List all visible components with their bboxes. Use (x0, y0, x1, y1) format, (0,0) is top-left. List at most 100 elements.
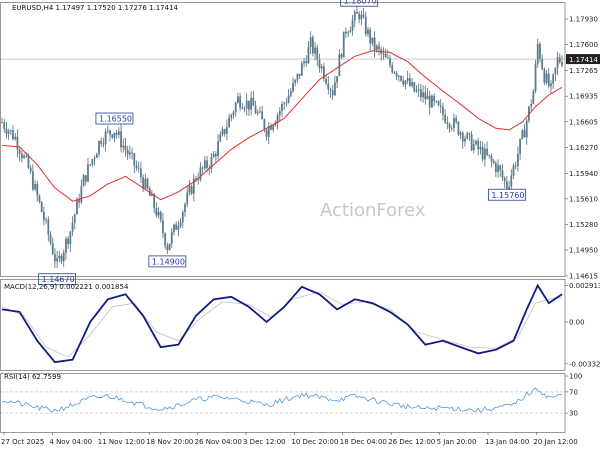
candle (38, 194, 41, 204)
candle (139, 161, 142, 183)
current-price-box (566, 54, 600, 65)
candle (234, 101, 237, 117)
candle (261, 105, 264, 120)
svg-text:1.15760: 1.15760 (491, 191, 524, 200)
candle (320, 63, 323, 74)
candle (82, 173, 85, 187)
x-tick-label: 26 Dec 12:00 (388, 438, 435, 446)
candle (188, 179, 191, 196)
candle (455, 115, 458, 125)
candle (239, 92, 242, 112)
candle (84, 174, 87, 186)
price-annotation: 1.15760 (487, 188, 526, 201)
price-annotation: 1.18070 (340, 0, 379, 7)
candle (217, 134, 219, 160)
candle (353, 9, 356, 28)
candle (3, 118, 6, 133)
price-tick-label: 1.16605 (569, 118, 598, 126)
candle (225, 119, 228, 141)
candle (228, 113, 230, 128)
candle (40, 201, 43, 213)
current-price-label: 1.17414 (569, 56, 598, 64)
candle (135, 160, 138, 171)
rsi-pane-frame (0, 373, 566, 433)
candle (356, 6, 358, 14)
candle (539, 42, 541, 62)
candle (69, 230, 72, 252)
candle (411, 78, 413, 88)
candle (20, 150, 23, 163)
price-tick-label: 1.17930 (569, 16, 598, 24)
symbol-info: EURUSD,H4 1.17497 1.17520 1.17276 1.1741… (12, 4, 179, 12)
candle (459, 130, 462, 140)
candle (318, 53, 321, 73)
candle (492, 158, 495, 165)
candle (166, 242, 169, 254)
candle (450, 125, 453, 132)
candle (144, 173, 147, 190)
candle (98, 140, 100, 158)
candle (554, 67, 557, 82)
candle (122, 138, 125, 153)
candle (532, 89, 535, 105)
candle (177, 220, 180, 237)
rsi-line (1, 387, 563, 413)
candle (481, 141, 484, 162)
candle (404, 80, 407, 90)
price-tick-label: 1.15940 (569, 170, 598, 178)
macd-signal-line (1, 291, 562, 358)
candle (208, 164, 211, 176)
candle (31, 164, 34, 192)
candle (80, 179, 83, 205)
candle (389, 54, 391, 68)
candle (336, 76, 339, 89)
candle (78, 193, 81, 208)
x-tick-label: 4 Nov 04:00 (49, 438, 92, 446)
candle (195, 175, 197, 183)
candle (190, 184, 193, 195)
candle (406, 70, 409, 84)
x-tick-label: 27 Oct 2025 (1, 438, 44, 446)
x-tick-label: 26 Nov 04:00 (195, 438, 242, 446)
candle (186, 185, 189, 208)
candle (56, 251, 59, 269)
candle (525, 118, 528, 145)
candle (444, 109, 447, 124)
candle (466, 131, 469, 140)
candle (558, 53, 561, 64)
candle (192, 173, 195, 202)
x-tick-label: 20 Jan 12:00 (533, 438, 577, 446)
candle (124, 137, 127, 157)
candle (437, 100, 440, 107)
candle (552, 73, 555, 90)
candle (541, 54, 544, 71)
candle (530, 99, 533, 111)
candle (534, 59, 537, 94)
candle (16, 129, 19, 158)
candle (91, 158, 94, 168)
candle (417, 83, 420, 98)
candle (184, 202, 186, 217)
candle (29, 165, 32, 175)
candle (364, 11, 367, 37)
candle (87, 157, 89, 183)
candle (42, 206, 45, 226)
candle (380, 46, 383, 61)
candle (512, 163, 515, 180)
candle (479, 140, 482, 155)
candles (1, 6, 563, 269)
candle (349, 26, 352, 33)
x-tick-label: 3 Dec 12:00 (243, 438, 286, 446)
candle (287, 88, 290, 104)
candle (325, 74, 327, 86)
candle (472, 139, 475, 154)
candle (497, 159, 499, 178)
candle (536, 38, 539, 68)
candle (252, 90, 255, 106)
candle (254, 100, 257, 114)
candle (442, 102, 444, 121)
candle (203, 155, 206, 172)
candle (457, 121, 460, 136)
